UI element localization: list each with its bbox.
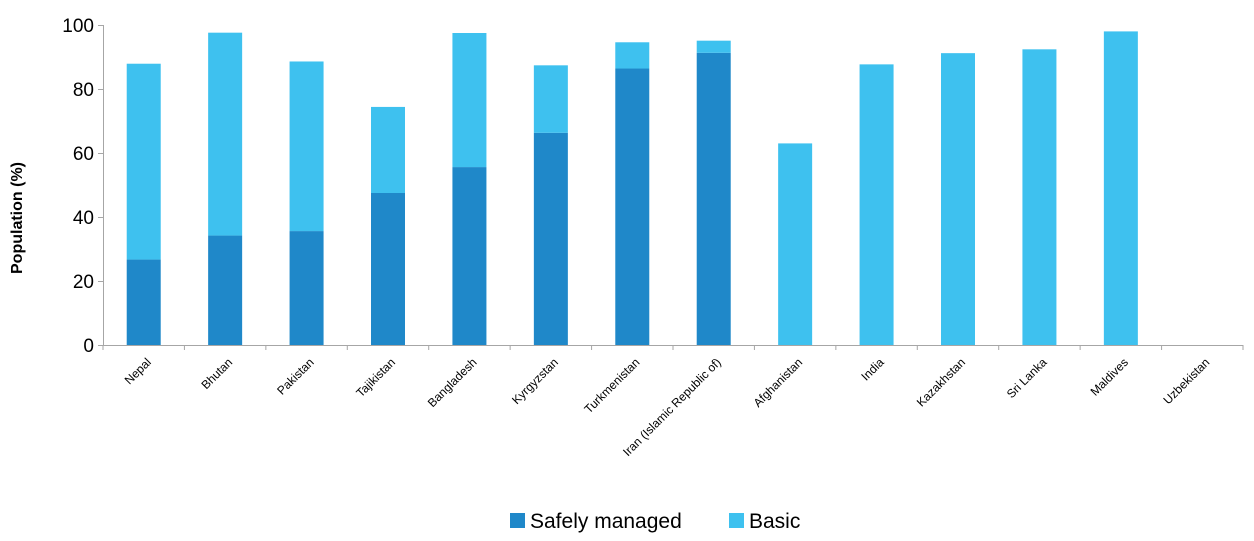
x-tick-label: Sri Lanka [1004, 355, 1050, 401]
bar-basic [615, 42, 650, 69]
bar-basic [289, 61, 324, 232]
bar-safely-managed [696, 52, 731, 346]
bar-basic [1022, 49, 1057, 345]
x-tick-label: Bhutan [198, 355, 235, 392]
y-tick-label: 0 [83, 336, 94, 357]
y-tick-label: 20 [73, 272, 94, 293]
y-tick-label: 100 [62, 16, 94, 37]
bar-basic [126, 63, 161, 260]
bar-basic [941, 53, 975, 345]
bar-basic [696, 40, 731, 53]
bar-basic [452, 33, 487, 168]
x-tick-label: Bangladesh [425, 355, 480, 410]
y-axis-title: Population (%) [9, 162, 26, 274]
bar-basic [208, 32, 243, 236]
bar-safely-managed [452, 167, 487, 345]
x-tick-label: Afghanistan [751, 355, 806, 410]
bar-safely-managed [208, 235, 243, 345]
bar-basic [1103, 31, 1138, 346]
y-tick-label: 60 [73, 144, 94, 165]
legend-swatch [510, 513, 525, 528]
bar-safely-managed [126, 259, 161, 345]
bar-safely-managed [289, 231, 324, 345]
bar-safely-managed [615, 68, 650, 346]
legend-label: Safely managed [530, 510, 682, 533]
bar-basic [533, 65, 568, 133]
y-tick-label: 40 [73, 208, 94, 229]
bar-basic [859, 64, 894, 346]
bar-safely-managed [371, 193, 405, 345]
bar-basic [371, 106, 405, 193]
x-tick-label: Nepal [122, 355, 154, 387]
legend: Safely managed Basic [510, 510, 800, 533]
x-axis-tick-labels: Nepal Bhutan Pakistan Tajikistan Bangladesh K… [122, 355, 1213, 459]
x-tick-label: Turkmenistan [581, 355, 642, 416]
x-tick-label: Uzbekistan [1161, 355, 1213, 407]
x-tick-label: Pakistan [274, 355, 316, 397]
x-tick-label: India [858, 355, 887, 384]
y-tick-label: 80 [73, 80, 94, 101]
bar-basic [778, 143, 813, 345]
x-tick-label: Tajikistan [353, 355, 398, 400]
legend-label: Basic [749, 510, 800, 533]
bars [126, 31, 1138, 346]
bar-safely-managed [533, 132, 568, 345]
x-tick-label: Maldives [1088, 355, 1131, 398]
x-tick-label: Kyrgyzstan [509, 355, 561, 407]
legend-swatch [729, 513, 744, 528]
x-tick-label: Kazakhstan [914, 355, 968, 409]
